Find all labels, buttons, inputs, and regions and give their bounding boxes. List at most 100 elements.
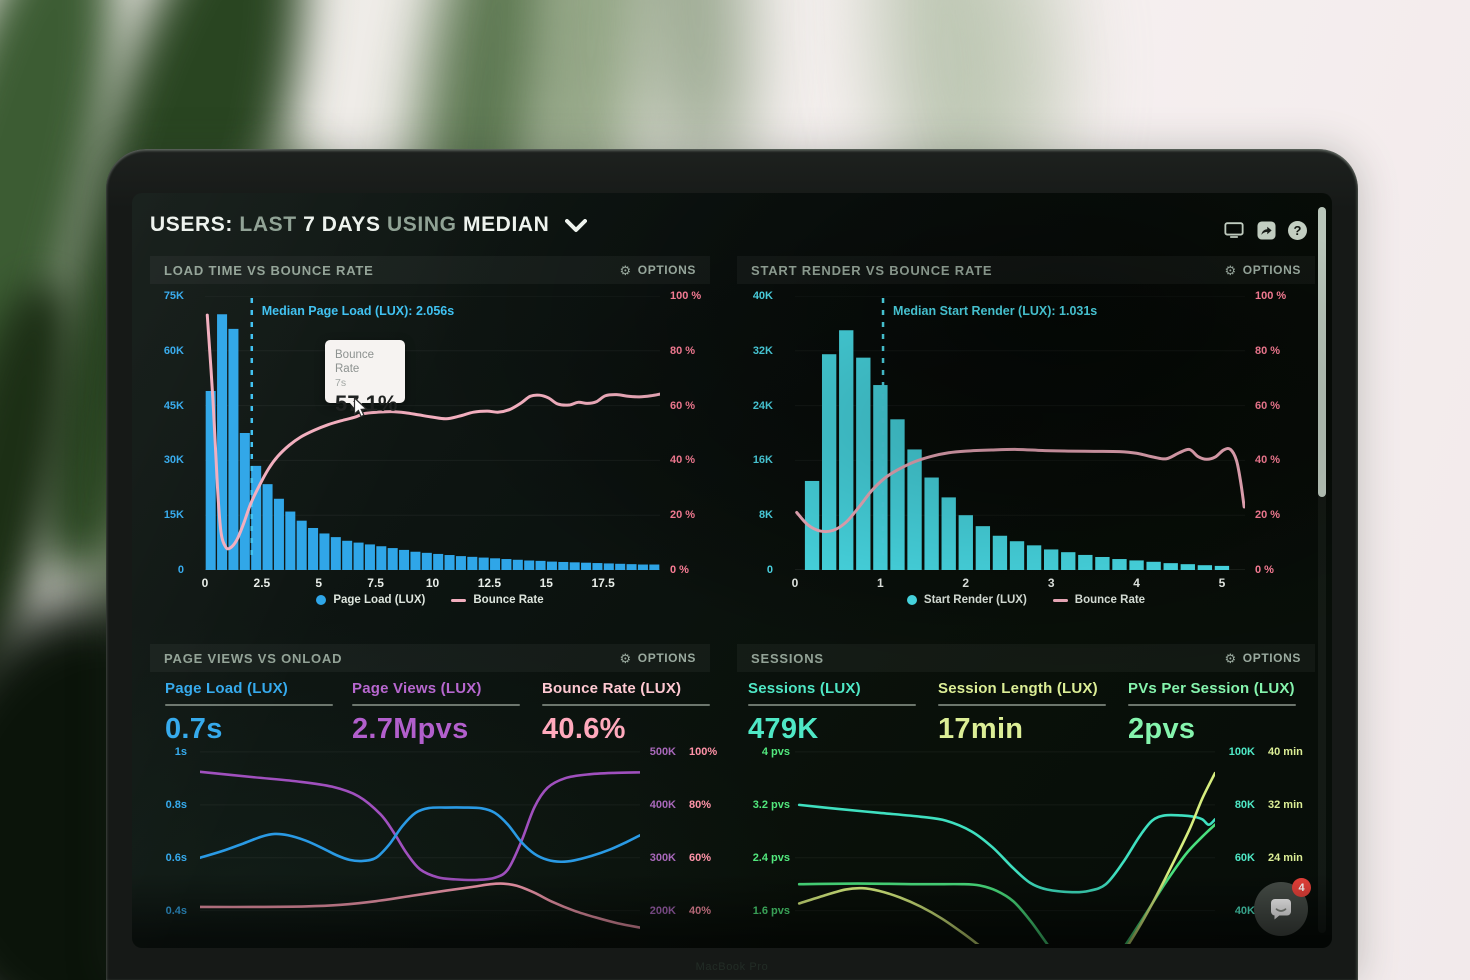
metric-label: Bounce Rate (LUX): [542, 680, 682, 697]
gear-icon: ⚙: [1224, 262, 1237, 278]
axis-tick-label: 0.6s: [165, 851, 187, 864]
axis-tick-label: 0: [177, 564, 184, 576]
x-axis: 0 1 2 3 4 5: [791, 576, 1245, 590]
y-axis-left: 40K 32K 24K 16K 8K 0: [737, 290, 773, 576]
dashboard-screen: USERS: LAST 7 DAYS USING MEDIAN ?: [132, 193, 1332, 948]
display-icon[interactable]: [1224, 220, 1244, 240]
axis-tick-label: 0: [201, 576, 209, 590]
panel-load-time: LOAD TIME VS BOUNCE RATE ⚙ OPTIONS 75K 60K…: [150, 256, 710, 617]
axis-tick-label: 4 pvs: [761, 745, 790, 758]
axis-tick-label: 0 %: [670, 564, 689, 576]
y-axis-right: 100 % 80 % 60 % 40 % 20 % 0 %: [1251, 290, 1311, 576]
gear-icon: ⚙: [619, 262, 632, 278]
legend-line-swatch: [451, 598, 467, 602]
page-views-chart[interactable]: [200, 748, 640, 944]
metric-sessions: Sessions (LUX) 479K: [748, 680, 930, 746]
legend-line-swatch: [1052, 598, 1068, 602]
axis-tick-label: 2: [962, 576, 970, 590]
title-days: 7 DAYS: [303, 213, 381, 236]
axis-tick-label: 32K: [752, 344, 773, 357]
axis-tick-label: 1: [877, 576, 884, 590]
tooltip-value: 57.1%: [335, 391, 398, 417]
axis-tick-label: 10: [425, 576, 440, 590]
axis-tick-label: 32 min: [1268, 798, 1303, 811]
median-annotation: Median Page Load (LUX): 2.056s: [261, 304, 455, 318]
chart-tooltip: Bounce Rate 7s 57.1%: [325, 340, 405, 416]
x-axis: 0 2.5 5 7.5 10 12.5 15 17.5: [201, 576, 660, 590]
y-axis-left: 4 pvs 3.2 pvs 2.4 pvs 1.6 pvs: [737, 745, 798, 944]
axis-tick-label: 500K: [649, 745, 676, 758]
load-time-chart[interactable]: Median Page Load (LUX): 2.056s: [205, 296, 660, 570]
axis-tick-label: 24 min: [1268, 851, 1303, 864]
metric-divider: [352, 704, 520, 706]
chat-launcher-button[interactable]: 4: [1254, 878, 1311, 936]
axis-tick-label: 3.2 pvs: [752, 798, 790, 811]
axis-tick-label: 100%: [689, 745, 718, 758]
y-axis-left: 75K 60K 45K 30K 15K 0: [150, 290, 194, 576]
metric-value: 2pvs: [1128, 713, 1196, 745]
axis-tick-label: 12.5: [477, 576, 502, 590]
axis-tick-label: 17.5: [591, 576, 615, 590]
options-button[interactable]: ⚙ OPTIONS: [1224, 650, 1301, 666]
chevron-down-icon: [564, 219, 587, 232]
axis-tick-label: 100 %: [670, 290, 702, 302]
metric-page-views: Page Views (LUX) 2.7Mpvs: [352, 680, 534, 746]
sessions-chart[interactable]: [795, 748, 1215, 944]
start-render-chart[interactable]: Median Start Render (LUX): 1.031s: [795, 296, 1245, 570]
axis-tick-label: 30K: [163, 454, 184, 467]
tooltip-series: Bounce Rate: [335, 349, 375, 376]
scrollbar-track[interactable]: [1318, 207, 1326, 933]
gear-icon: ⚙: [619, 650, 632, 666]
metric-divider: [748, 704, 916, 706]
options-button[interactable]: ⚙ OPTIONS: [1224, 262, 1301, 278]
axis-tick-label: 80 %: [670, 344, 696, 357]
help-icon[interactable]: ?: [1288, 220, 1307, 240]
axis-tick-label: 24K: [752, 399, 773, 412]
metric-label: Sessions (LUX): [748, 680, 861, 697]
axis-tick-label: 15K: [163, 509, 184, 522]
metric-value: 17min: [938, 713, 1024, 745]
axis-tick-label: 60 %: [670, 399, 696, 412]
axis-tick-label: 3: [1047, 576, 1055, 590]
legend-label: Bounce Rate: [473, 594, 544, 606]
title-last: LAST: [239, 213, 297, 236]
axis-tick-label: 60%: [689, 851, 712, 864]
date-range-dropdown[interactable]: USERS: LAST 7 DAYS USING MEDIAN: [150, 213, 587, 237]
options-button[interactable]: ⚙ OPTIONS: [619, 262, 696, 278]
axis-tick-label: 16K: [752, 454, 773, 467]
metric-label: Page Views (LUX): [352, 680, 482, 697]
share-icon[interactable]: [1256, 220, 1276, 240]
panel-start-render: START RENDER VS BOUNCE RATE ⚙ OPTIONS 40K…: [737, 256, 1315, 617]
axis-tick-label: 20 %: [670, 509, 696, 522]
axis-tick-label: 40%: [689, 904, 712, 917]
axis-tick-label: 8K: [758, 509, 773, 522]
axis-tick-label: 0: [766, 564, 773, 576]
metric-value: 2.7Mpvs: [352, 713, 469, 745]
axis-tick-label: 0 %: [1255, 564, 1274, 576]
legend-dot-swatch: [316, 595, 327, 605]
y-axis-left: 1s 0.8s 0.6s 0.4s: [150, 746, 195, 944]
axis-tick-label: 40 %: [1255, 454, 1281, 467]
metric-value: 479K: [748, 713, 819, 745]
chat-unread-badge: 4: [1292, 878, 1311, 897]
axis-tick-label: 200K: [649, 904, 676, 917]
metric-label: Page Load (LUX): [165, 680, 289, 697]
panel-page-views: PAGE VIEWS VS ONLOAD ⚙ OPTIONS Page Load …: [150, 644, 717, 948]
scrollbar-thumb[interactable]: [1318, 207, 1326, 497]
axis-tick-label: 45K: [163, 399, 184, 412]
axis-tick-label: 80%: [689, 798, 712, 811]
axis-tick-label: 60K: [1234, 851, 1255, 864]
y-axis-right: 500K 100% 400K 80% 300K 60% 200K 40%: [640, 745, 726, 944]
median-annotation: Median Start Render (LUX): 1.031s: [893, 304, 1098, 318]
options-button[interactable]: ⚙ OPTIONS: [619, 650, 696, 666]
axis-tick-label: 100 %: [1255, 290, 1287, 302]
metric-pvs-per-session: PVs Per Session (LUX) 2pvs: [1128, 680, 1310, 746]
legend-label: Start Render (LUX): [923, 594, 1027, 606]
axis-tick-label: 80K: [1234, 798, 1255, 811]
metric-divider: [938, 704, 1106, 706]
axis-tick-label: 1.6 pvs: [752, 904, 790, 917]
axis-tick-label: 0: [791, 576, 799, 590]
axis-tick-label: 400K: [649, 798, 676, 811]
axis-tick-label: 4: [1133, 576, 1140, 590]
